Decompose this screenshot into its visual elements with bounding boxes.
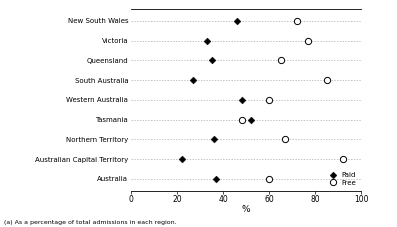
X-axis label: %: % bbox=[242, 205, 251, 214]
Legend: Paid, Free: Paid, Free bbox=[324, 171, 358, 187]
Text: (a) As a percentage of total admissions in each region.: (a) As a percentage of total admissions … bbox=[4, 220, 177, 225]
